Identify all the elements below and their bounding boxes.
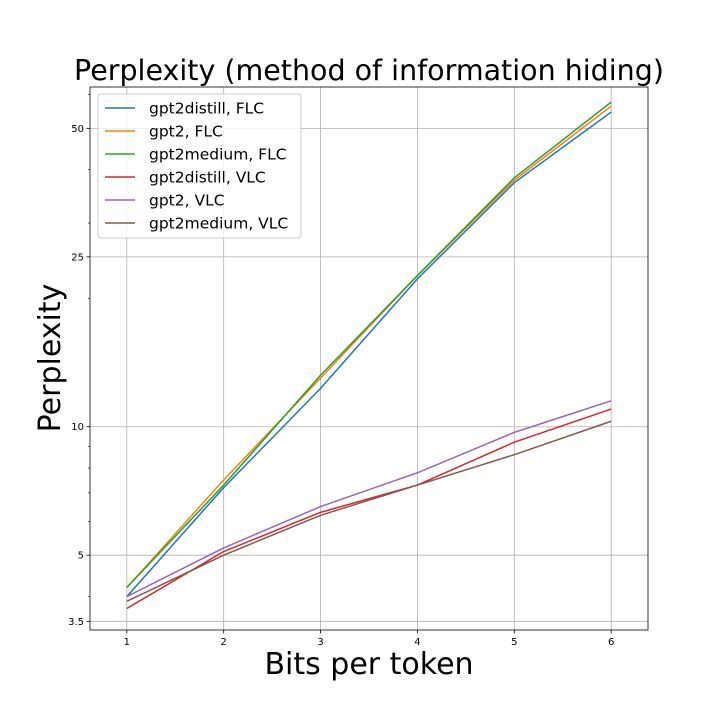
legend-box bbox=[97, 93, 302, 239]
legend-entry: gpt2, VLC bbox=[149, 192, 225, 210]
y-tick-label: 3.5 bbox=[68, 617, 84, 628]
x-tick-label: 1 bbox=[124, 637, 130, 648]
chart-title: Perplexity (method of information hiding… bbox=[74, 54, 664, 87]
x-tick-label: 6 bbox=[608, 637, 614, 648]
y-tick-label: 25 bbox=[71, 252, 84, 263]
series-lines bbox=[126, 101, 612, 610]
x-axis-ticks: 1 2 3 4 5 6 bbox=[124, 630, 614, 648]
y-tick-label: 10 bbox=[71, 422, 84, 433]
legend-entry: gpt2distill, FLC bbox=[149, 100, 264, 118]
y-tick-label: 50 bbox=[71, 124, 84, 135]
legend-entry: gpt2, FLC bbox=[149, 123, 223, 141]
legend-entry: gpt2medium, VLC bbox=[149, 215, 288, 233]
series-line-gpt2medium-flc bbox=[126, 101, 612, 589]
x-tick-label: 5 bbox=[511, 637, 517, 648]
series-line-gpt2distill-flc bbox=[126, 111, 612, 598]
plot-frame bbox=[89, 86, 649, 631]
series-line-gpt2distill-vlc bbox=[126, 408, 612, 610]
y-tick-label: 5 bbox=[78, 551, 84, 562]
y-axis-ticks: 3.5 5 10 25 50 bbox=[68, 94, 90, 628]
x-tick-label: 2 bbox=[221, 637, 227, 648]
y-axis-label: Perplexity bbox=[33, 284, 68, 433]
legend-entry: gpt2distill, VLC bbox=[149, 169, 266, 187]
legend-entry: gpt2medium, FLC bbox=[149, 146, 287, 164]
x-tick-label: 3 bbox=[317, 637, 323, 648]
x-axis-label: Bits per token bbox=[264, 647, 473, 682]
series-line-gpt2-flc bbox=[126, 105, 612, 589]
x-tick-label: 4 bbox=[414, 637, 420, 648]
series-line-gpt2medium-vlc bbox=[126, 420, 612, 602]
series-line-gpt2-vlc bbox=[126, 400, 612, 598]
legend: gpt2distill, FLC gpt2, FLC gpt2medium, FLC… bbox=[97, 93, 302, 239]
